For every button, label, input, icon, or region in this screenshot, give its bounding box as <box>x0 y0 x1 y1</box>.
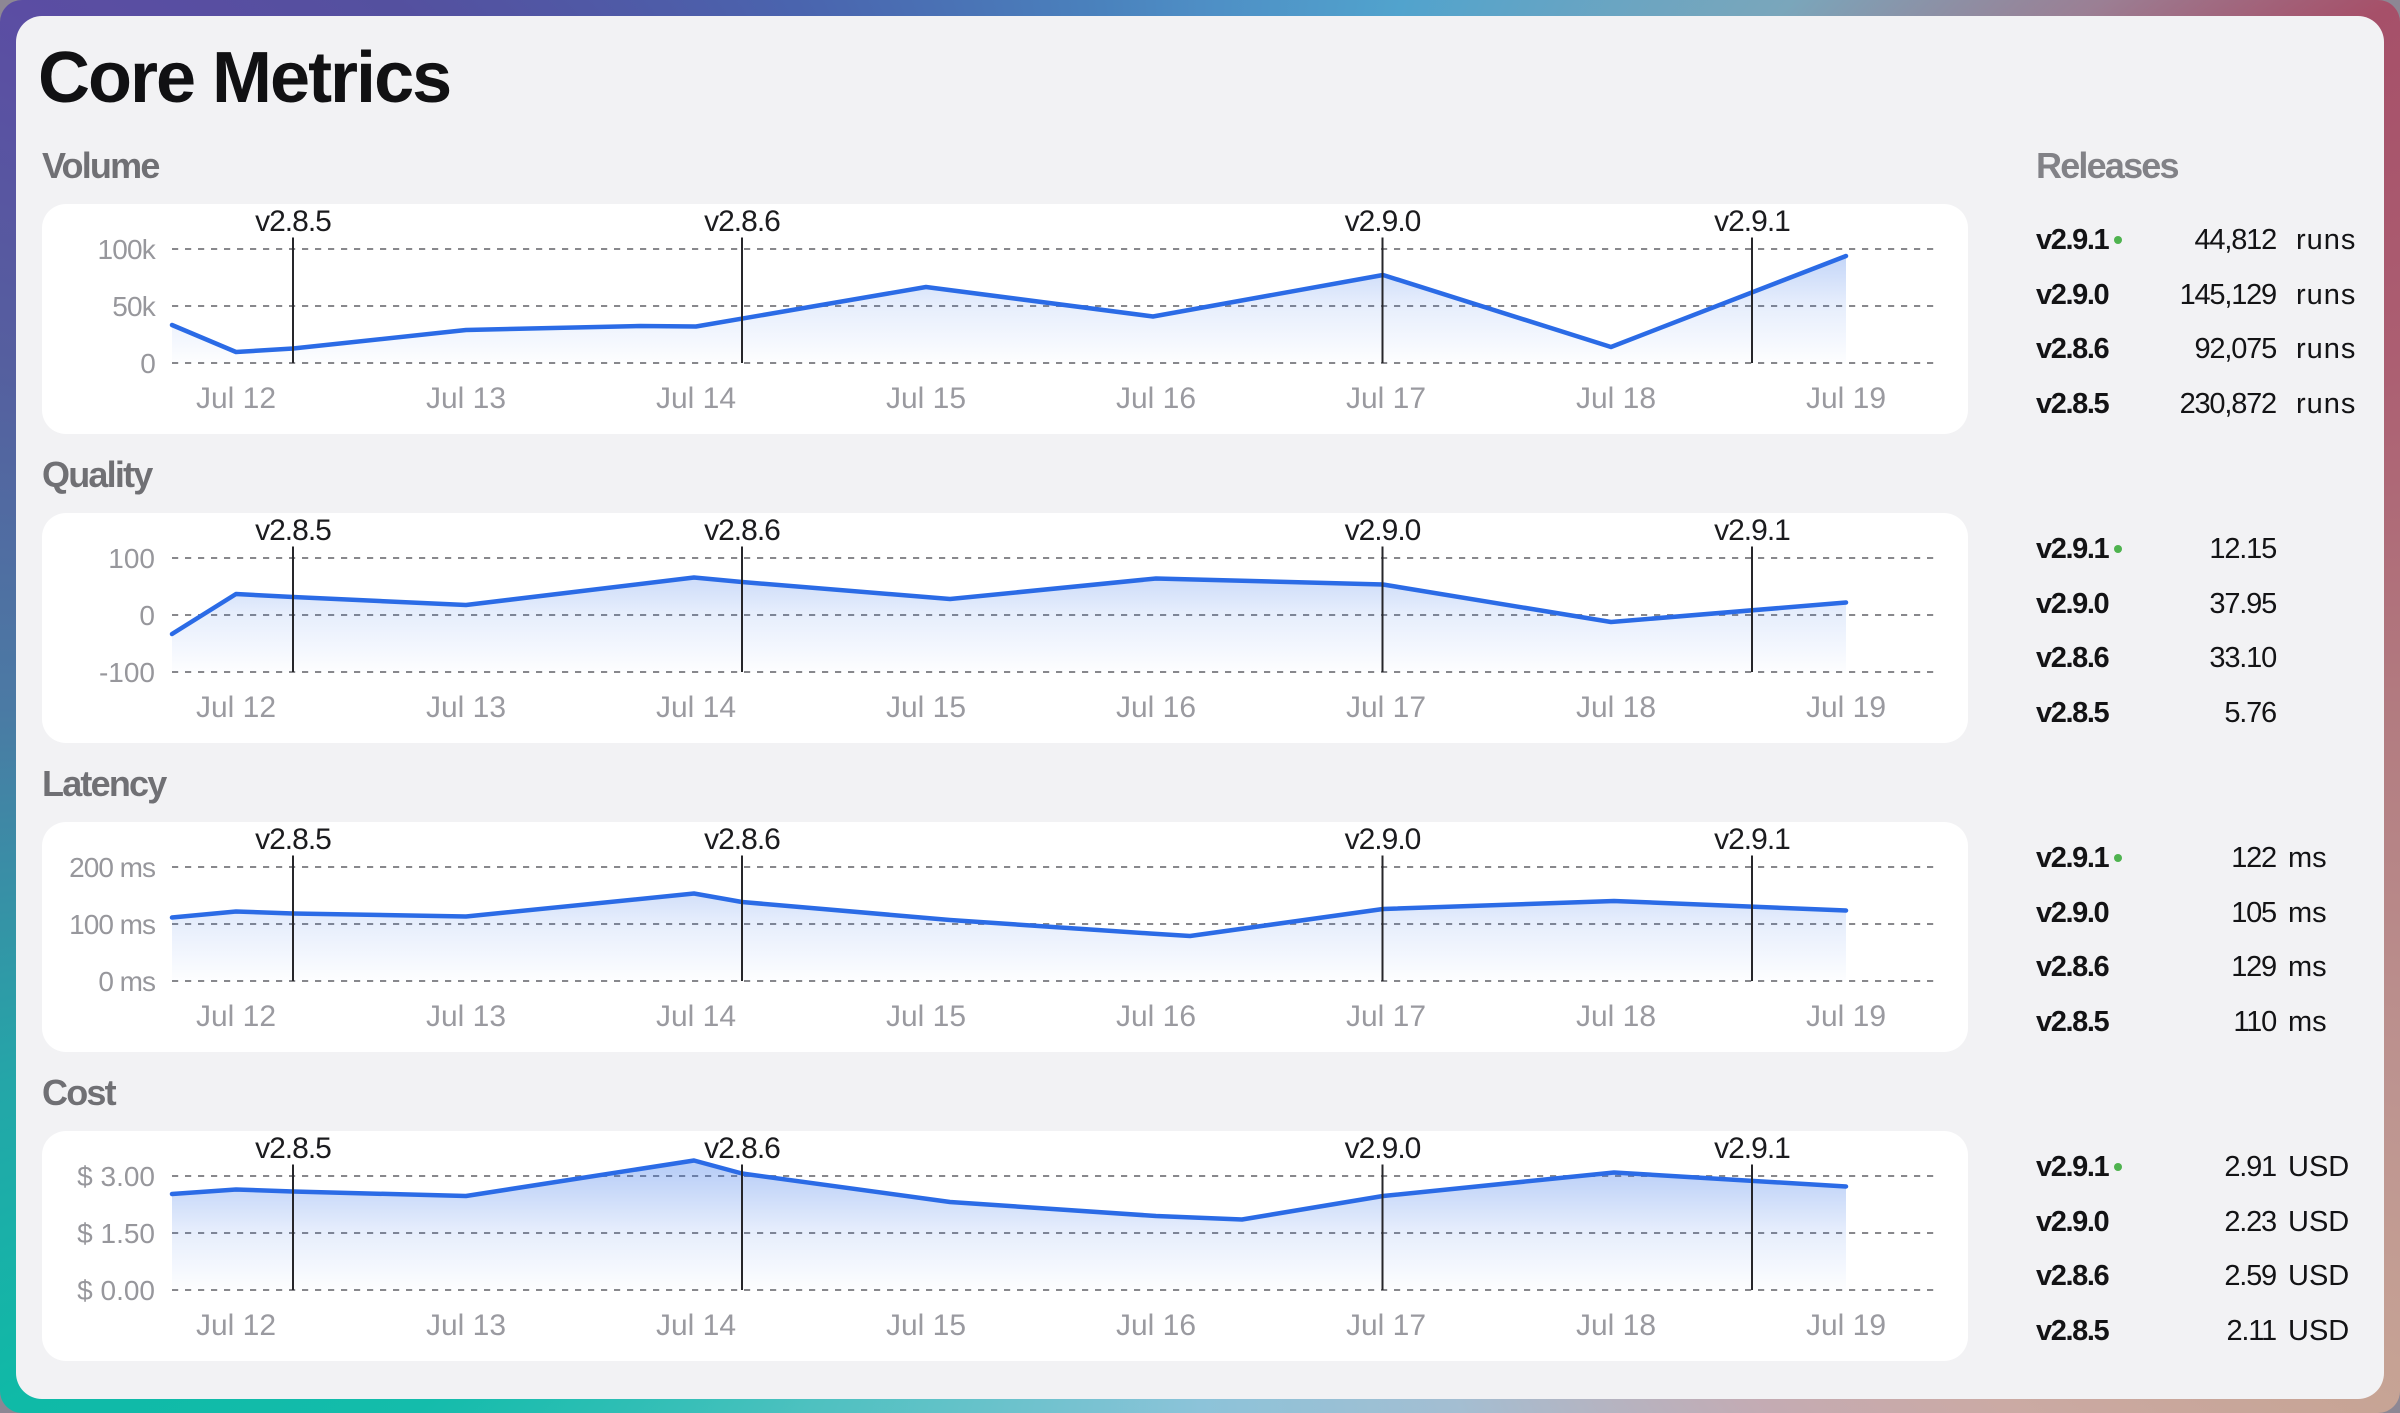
svg-text:Jul 16: Jul 16 <box>1116 1000 1196 1033</box>
svg-text:Jul 17: Jul 17 <box>1346 1000 1426 1033</box>
svg-text:100: 100 <box>108 543 155 574</box>
svg-text:v2.9.0: v2.9.0 <box>1345 205 1421 238</box>
svg-text:Jul 18: Jul 18 <box>1576 1309 1656 1342</box>
svg-text:v2.8.5: v2.8.5 <box>255 205 331 238</box>
svg-text:$ 1.50: $ 1.50 <box>77 1218 155 1249</box>
svg-text:0: 0 <box>140 348 155 379</box>
svg-text:100k: 100k <box>97 234 156 265</box>
svg-text:Jul 15: Jul 15 <box>886 1309 966 1342</box>
svg-text:$ 0.00: $ 0.00 <box>77 1275 155 1306</box>
svg-text:v2.8.5: v2.8.5 <box>255 823 331 856</box>
svg-text:v2.8.6: v2.8.6 <box>704 514 780 547</box>
svg-text:Jul 18: Jul 18 <box>1576 382 1656 415</box>
svg-text:Jul 14: Jul 14 <box>656 1309 736 1342</box>
svg-text:v2.9.0: v2.9.0 <box>1345 823 1421 856</box>
svg-text:v2.8.6: v2.8.6 <box>704 1132 780 1165</box>
svg-text:Jul 14: Jul 14 <box>656 382 736 415</box>
svg-text:$ 3.00: $ 3.00 <box>77 1161 155 1192</box>
svg-text:Jul 14: Jul 14 <box>656 1000 736 1033</box>
svg-text:Jul 17: Jul 17 <box>1346 1309 1426 1342</box>
svg-text:Jul 18: Jul 18 <box>1576 1000 1656 1033</box>
svg-text:Jul 19: Jul 19 <box>1806 382 1886 415</box>
svg-text:Jul 19: Jul 19 <box>1806 1309 1886 1342</box>
svg-text:0 ms: 0 ms <box>98 966 155 997</box>
svg-text:Jul 12: Jul 12 <box>196 1000 276 1033</box>
svg-text:v2.9.1: v2.9.1 <box>1714 514 1790 547</box>
svg-text:v2.8.5: v2.8.5 <box>255 1132 331 1165</box>
svg-text:Jul 15: Jul 15 <box>886 1000 966 1033</box>
svg-text:Jul 16: Jul 16 <box>1116 382 1196 415</box>
svg-text:Jul 19: Jul 19 <box>1806 1000 1886 1033</box>
svg-text:Jul 17: Jul 17 <box>1346 691 1426 724</box>
svg-text:v2.8.6: v2.8.6 <box>704 823 780 856</box>
svg-text:Jul 12: Jul 12 <box>196 382 276 415</box>
svg-text:Jul 12: Jul 12 <box>196 691 276 724</box>
svg-text:v2.9.1: v2.9.1 <box>1714 823 1790 856</box>
svg-text:Jul 13: Jul 13 <box>426 382 506 415</box>
svg-text:100 ms: 100 ms <box>69 909 155 940</box>
svg-text:Jul 13: Jul 13 <box>426 1000 506 1033</box>
svg-text:v2.9.0: v2.9.0 <box>1345 514 1421 547</box>
svg-text:v2.9.1: v2.9.1 <box>1714 1132 1790 1165</box>
svg-text:v2.8.6: v2.8.6 <box>704 205 780 238</box>
svg-text:Jul 17: Jul 17 <box>1346 382 1426 415</box>
svg-text:0: 0 <box>139 600 155 631</box>
svg-text:Jul 14: Jul 14 <box>656 691 736 724</box>
svg-text:v2.9.0: v2.9.0 <box>1345 1132 1421 1165</box>
svg-text:Jul 13: Jul 13 <box>426 1309 506 1342</box>
svg-text:Jul 16: Jul 16 <box>1116 691 1196 724</box>
svg-text:Jul 13: Jul 13 <box>426 691 506 724</box>
svg-text:Jul 16: Jul 16 <box>1116 1309 1196 1342</box>
svg-text:Jul 18: Jul 18 <box>1576 691 1656 724</box>
svg-text:-100: -100 <box>99 657 155 688</box>
svg-text:Jul 15: Jul 15 <box>886 691 966 724</box>
svg-text:Jul 19: Jul 19 <box>1806 691 1886 724</box>
svg-text:200 ms: 200 ms <box>69 852 155 883</box>
svg-text:v2.9.1: v2.9.1 <box>1714 205 1790 238</box>
svg-text:Jul 12: Jul 12 <box>196 1309 276 1342</box>
svg-text:Jul 15: Jul 15 <box>886 382 966 415</box>
svg-text:50k: 50k <box>112 291 157 322</box>
svg-text:v2.8.5: v2.8.5 <box>255 514 331 547</box>
